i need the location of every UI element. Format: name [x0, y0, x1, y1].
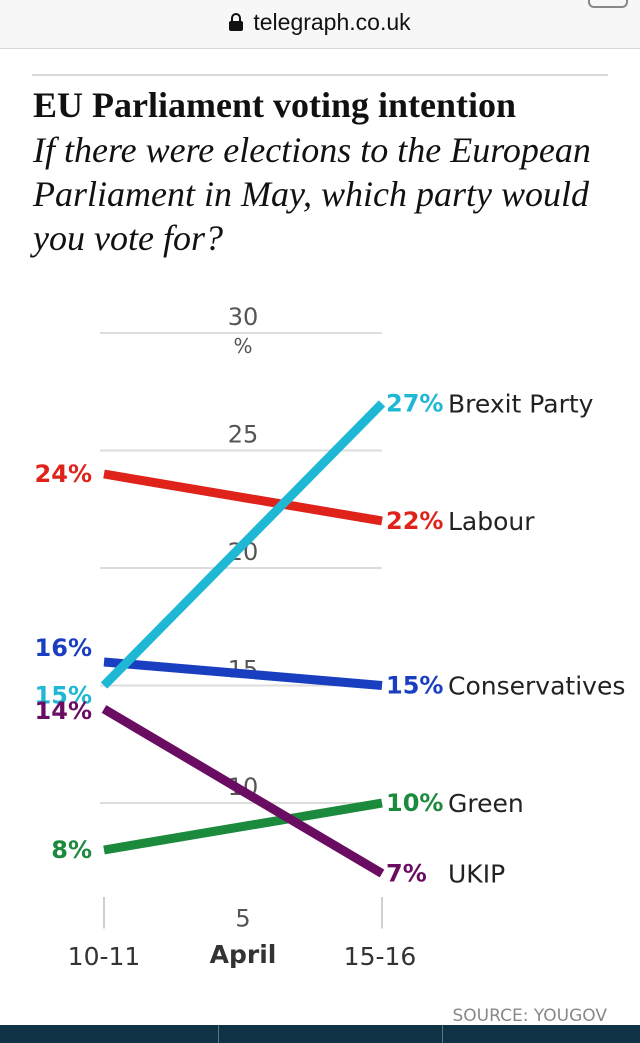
url-display[interactable]: telegraph.co.uk — [0, 9, 640, 36]
x-tick-label: 10-11 — [68, 942, 141, 971]
bottom-navigation-bar[interactable] — [0, 1025, 640, 1043]
start-value-label: 16% — [35, 634, 92, 662]
lock-icon — [229, 13, 244, 31]
url-text: telegraph.co.uk — [253, 9, 411, 35]
y-axis-unit: % — [233, 334, 252, 358]
line-chart: 51015202530% 10-1115-16April15%27%Brexit… — [35, 303, 626, 972]
end-value-label: 7% — [386, 860, 427, 888]
y-tick-label: 30 — [228, 303, 259, 331]
chart-grid: 51015202530% — [100, 303, 383, 933]
start-value-label: 15% — [35, 682, 92, 710]
chart-title: EU Parliament voting intention — [33, 85, 516, 125]
chart-subtitle: If there were elections to the European … — [33, 130, 591, 258]
chart-series — [100, 400, 386, 878]
browser-address-bar[interactable]: telegraph.co.uk — [0, 0, 640, 49]
series-name-label: UKIP — [448, 860, 505, 889]
start-value-label: 8% — [51, 836, 92, 864]
x-axis-label: April — [210, 940, 277, 969]
header-rule — [32, 74, 608, 76]
end-value-label: 22% — [386, 507, 443, 535]
chart-labels: 10-11 15-16 April 15% 27% Brexit Party 24% 22% L… — [35, 390, 626, 972]
x-tick-label: 15-16 — [344, 942, 417, 971]
end-value-label: 27% — [386, 390, 443, 418]
tab-switcher-icon[interactable] — [588, 0, 628, 8]
series-line — [101, 705, 385, 878]
source-note: SOURCE: YOUGOV — [452, 1006, 608, 1026]
series-line — [103, 798, 383, 855]
start-value-label: 14% — [35, 697, 92, 725]
series-name-label: Labour — [448, 507, 535, 536]
end-value-label: 15% — [386, 672, 443, 700]
end-value-label: 10% — [386, 789, 443, 817]
series-line — [103, 469, 383, 526]
start-value-label: 24% — [35, 460, 92, 488]
series-line — [100, 400, 386, 689]
series-line — [103, 657, 383, 690]
series-name-label: Brexit Party — [448, 390, 594, 419]
series-name-label: Conservatives — [448, 672, 625, 701]
y-tick-label: 5 — [235, 905, 250, 933]
y-tick-label: 25 — [228, 421, 259, 449]
series-name-label: Green — [448, 789, 524, 818]
